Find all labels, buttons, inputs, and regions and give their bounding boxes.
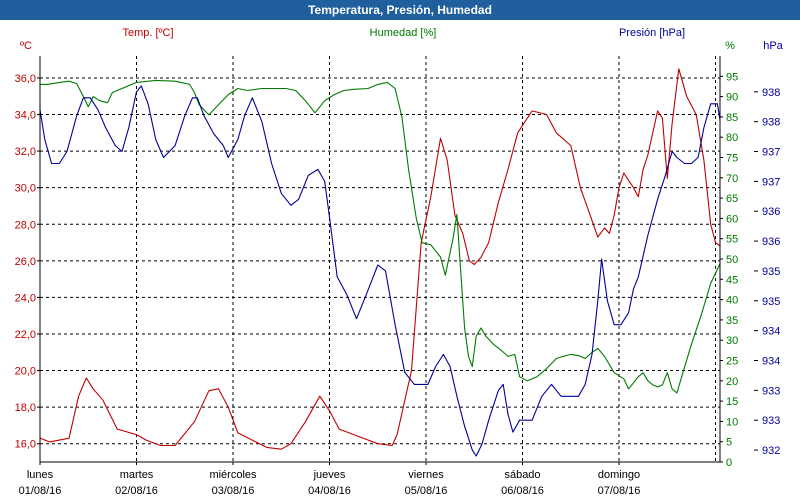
x-tick-label-date: 05/08/16	[405, 485, 448, 497]
x-tick-label-date: 06/08/16	[501, 485, 544, 497]
window-title-bar: Temperatura, Presión, Humedad	[0, 0, 800, 20]
series-line-temp	[40, 68, 720, 450]
humidity-tick-label: 90	[726, 92, 738, 104]
humidity-tick-label: 10	[726, 416, 738, 428]
humidity-tick-label: 70	[726, 173, 738, 185]
humidity-tick-label: 85	[726, 112, 738, 124]
series-line-hum	[40, 79, 720, 394]
temp-tick-label: 26,0	[15, 256, 36, 268]
humidity-tick-label: 50	[726, 254, 738, 266]
temp-tick-label: 30,0	[15, 183, 36, 195]
humidity-tick-label: 35	[726, 315, 738, 327]
pressure-tick-label: 934	[762, 356, 780, 368]
x-tick-label-day: viernes	[408, 469, 444, 481]
humidity-tick-label: 95	[726, 71, 738, 83]
pressure-tick-label: 932	[762, 445, 780, 457]
pressure-axis-title: Presión [hPa]	[619, 27, 685, 39]
temp-tick-label: 36,0	[15, 73, 36, 85]
series-line-pres	[40, 85, 720, 457]
pressure-tick-label: 933	[762, 415, 780, 427]
temp-axis-title: Temp. [ºC]	[122, 27, 173, 39]
humidity-tick-label: 20	[726, 376, 738, 388]
window-title: Temperatura, Presión, Humedad	[308, 3, 492, 17]
temp-tick-label: 16,0	[15, 439, 36, 451]
temp-tick-label: 22,0	[15, 329, 36, 341]
x-tick-label-day: lunes	[27, 469, 54, 481]
axis-labels: Temp. [ºC] Humedad [%] Presión [hPa] ºC …	[20, 27, 784, 52]
x-tick-label-day: sábado	[504, 469, 540, 481]
axes: 16,0 18,0 20,0 22,0 24,0 26,0 28,0 30,0 32,0 34,0…	[15, 56, 780, 497]
pressure-tick-label: 938	[762, 117, 780, 129]
pressure-tick-label: 936	[762, 206, 780, 218]
x-tick-label-date: 04/08/16	[308, 485, 351, 497]
pressure-tick-label: 936	[762, 236, 780, 248]
humidity-tick-label: 30	[726, 335, 738, 347]
pressure-tick-label: 935	[762, 266, 780, 278]
humidity-tick-label: 45	[726, 274, 738, 286]
x-tick-label-day: martes	[120, 469, 154, 481]
temp-unit-label: ºC	[20, 40, 32, 52]
temp-tick-label: 34,0	[15, 110, 36, 122]
pressure-tick-label: 937	[762, 147, 780, 159]
x-tick-label-day: miércoles	[209, 469, 257, 481]
humidity-tick-label: 80	[726, 132, 738, 144]
humidity-tick-label: 55	[726, 234, 738, 246]
pressure-tick-label: 933	[762, 385, 780, 397]
temp-tick-label: 20,0	[15, 366, 36, 378]
humidity-tick-label: 5	[726, 437, 732, 449]
pressure-tick-label: 935	[762, 296, 780, 308]
pressure-tick-label: 937	[762, 176, 780, 188]
temp-tick-label: 24,0	[15, 292, 36, 304]
x-tick-label-day: domingo	[598, 469, 640, 481]
humidity-tick-label: 25	[726, 356, 738, 368]
grid	[40, 56, 720, 462]
pressure-tick-label: 934	[762, 326, 780, 338]
plot-area	[40, 68, 720, 457]
x-tick-label-date: 02/08/16	[115, 485, 158, 497]
humidity-tick-label: 15	[726, 396, 738, 408]
humidity-tick-label: 65	[726, 193, 738, 205]
temp-tick-label: 28,0	[15, 219, 36, 231]
temp-tick-label: 18,0	[15, 402, 36, 414]
x-tick-label-date: 07/08/16	[598, 485, 641, 497]
x-tick-label-date: 03/08/16	[212, 485, 255, 497]
humidity-axis-title: Humedad [%]	[370, 27, 437, 39]
pressure-unit-label: hPa	[763, 40, 783, 52]
humidity-tick-label: 75	[726, 153, 738, 165]
humidity-unit-label: %	[725, 40, 735, 52]
humidity-tick-label: 40	[726, 295, 738, 307]
x-tick-label-day: jueves	[313, 469, 346, 481]
x-tick-label-date: 01/08/16	[19, 485, 62, 497]
pressure-tick-label: 938	[762, 87, 780, 99]
humidity-tick-label: 60	[726, 213, 738, 225]
humidity-tick-label: 0	[726, 457, 732, 469]
temp-tick-label: 32,0	[15, 146, 36, 158]
